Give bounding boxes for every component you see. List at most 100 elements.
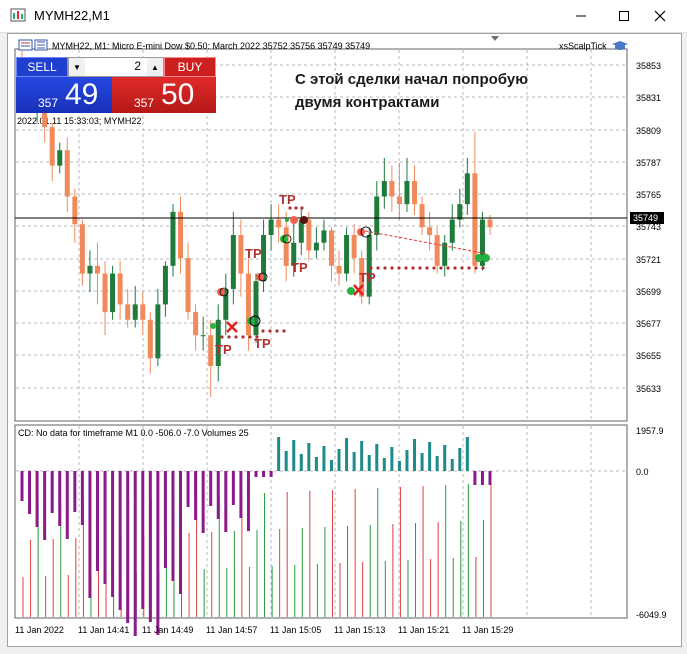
window-titlebar[interactable]: MYMH22,M1: [0, 0, 687, 33]
tp-dot: [432, 266, 436, 270]
close-icon[interactable]: [645, 4, 675, 28]
candle-body: [283, 227, 289, 266]
candle-body: [79, 224, 85, 274]
sell-price-prefix: 357: [38, 96, 59, 110]
cd-bar: [352, 452, 356, 471]
cd-bar: [262, 471, 266, 477]
lot-size-input[interactable]: 2: [134, 59, 141, 73]
lot-dropdown-icon[interactable]: ▼: [69, 58, 85, 76]
time-label: 11 Jan 15:13: [334, 625, 385, 635]
candle-body: [200, 335, 206, 337]
cd-bar: [216, 471, 220, 519]
trend-line[interactable]: [359, 229, 489, 255]
tp-dot: [376, 266, 380, 270]
chart-info-text: MYMH22, M1: Micro E-mini Dow $0.50: Marc…: [52, 41, 370, 51]
cd-bar: [28, 471, 32, 514]
tp-dot: [397, 266, 401, 270]
cd-bar: [73, 471, 77, 512]
cd-bar: [480, 471, 484, 485]
cd-bar: [382, 458, 386, 471]
cd-bar: [58, 471, 62, 526]
tp-dot: [404, 266, 408, 270]
cd-bar: [148, 471, 152, 622]
cd-bar: [465, 437, 469, 471]
cd-bar: [186, 471, 190, 507]
cd-bar: [88, 471, 92, 598]
lot-increment-icon[interactable]: ▲: [147, 58, 163, 76]
indicator-panel-area[interactable]: [14, 424, 628, 619]
cd-bar: [95, 471, 99, 571]
candle-body: [140, 304, 146, 320]
price-label: 35787: [636, 158, 661, 168]
chart-canvas[interactable]: MYMH22, M1: Micro E-mini Dow $0.50: Marc…: [8, 34, 681, 646]
tp-dot: [425, 266, 429, 270]
cd-bar: [307, 443, 311, 471]
candle-body: [94, 265, 100, 274]
candle-body: [351, 235, 357, 259]
candle-body: [155, 304, 161, 359]
candle-body: [396, 196, 402, 205]
time-label: 11 Jan 15:05: [270, 625, 321, 635]
sell-price-quote[interactable]: 357 49: [16, 77, 112, 113]
candle-body: [253, 281, 259, 336]
tp-dot: [474, 266, 478, 270]
candle-body: [178, 211, 184, 259]
candle-body: [381, 181, 387, 197]
cd-bar: [118, 471, 122, 610]
tp-dot: [294, 206, 298, 210]
candle-body: [57, 150, 63, 166]
buy-button[interactable]: BUY: [164, 57, 216, 77]
cd-bar: [20, 471, 24, 501]
indicator-grid: [16, 426, 626, 617]
maximize-icon[interactable]: [609, 4, 639, 28]
minimize-icon[interactable]: [566, 4, 596, 28]
shift-marker-icon[interactable]: [491, 36, 499, 41]
cd-bar: [269, 471, 273, 477]
candle-body: [344, 235, 350, 274]
header-menu-icon[interactable]: [18, 39, 33, 51]
tp-dot: [467, 266, 471, 270]
tp-dot: [446, 266, 450, 270]
candle-body: [412, 181, 418, 205]
tp-dot: [227, 335, 231, 339]
candle-body: [110, 273, 116, 313]
tp-dot: [439, 266, 443, 270]
sell-button[interactable]: SELL: [16, 57, 68, 77]
lot-size-stepper[interactable]: ▼ 2 ▲: [68, 57, 164, 77]
candle-body: [132, 304, 138, 320]
cd-bar: [179, 471, 183, 594]
candle-body: [64, 150, 70, 197]
candle-body: [419, 204, 425, 228]
candle-body: [464, 173, 470, 205]
tp-dot: [453, 266, 457, 270]
sell-price-suffix: 49: [65, 78, 99, 111]
candle-body: [336, 265, 342, 274]
candle-body: [321, 230, 327, 243]
buy-price-quote[interactable]: 357 50: [112, 77, 216, 113]
candle-body: [328, 230, 334, 266]
cd-bar: [126, 471, 130, 623]
price-label: 35633: [636, 384, 661, 394]
cd-bar: [201, 471, 205, 533]
buy-label: BUY: [177, 60, 203, 74]
cd-bar: [80, 471, 84, 525]
cd-bar: [360, 441, 364, 471]
candle-body: [215, 319, 221, 367]
candle-body: [230, 235, 236, 289]
cd-bar: [375, 444, 379, 471]
tp-label: TP: [215, 342, 232, 357]
chart-type-icon[interactable]: [34, 39, 48, 51]
current-price-tag: [630, 212, 664, 224]
cd-bar: [277, 437, 281, 471]
tp-dot: [248, 335, 252, 339]
tp-dot: [220, 335, 224, 339]
tp-dot: [282, 329, 286, 333]
cd-bar: [231, 471, 235, 505]
current-price-tag-text: 35749: [633, 213, 658, 223]
cd-bar: [413, 439, 417, 471]
annotation-line-2: двумя контрактами: [295, 94, 439, 111]
candle-body: [457, 204, 463, 220]
candle-body: [449, 219, 455, 243]
cd-bar: [209, 471, 213, 506]
candle-body: [374, 196, 380, 235]
